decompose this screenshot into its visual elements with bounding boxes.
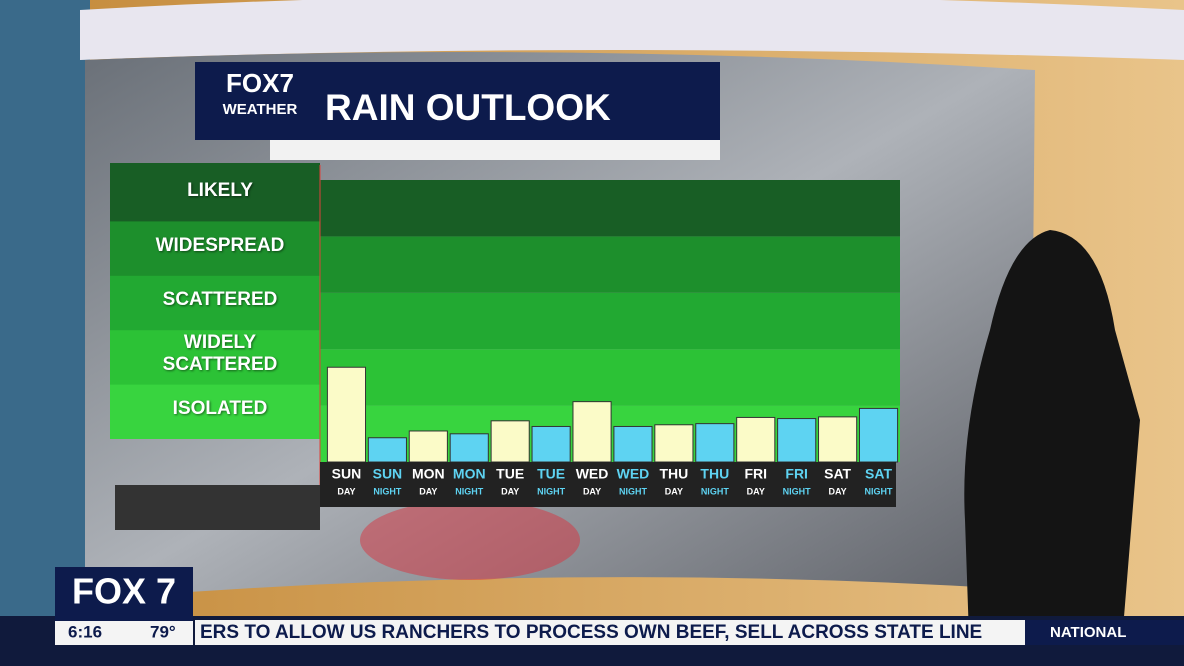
bug-station: FOX 7: [72, 571, 176, 612]
bar: [818, 416, 858, 463]
x-tick-period: DAY: [337, 486, 355, 496]
bar: [695, 423, 735, 463]
ticker-section-box: [1025, 620, 1184, 645]
level-band: [320, 236, 900, 293]
x-tick-period: DAY: [501, 486, 519, 496]
level-label-band: [110, 380, 320, 439]
y-tick-label: WIDELY SCATTERED: [120, 326, 320, 382]
x-tick-label: WED: [617, 466, 650, 482]
x-tick-period: NIGHT: [455, 486, 484, 496]
y-tick-label: ISOLATED: [120, 381, 320, 437]
x-tick-label: SAT: [865, 466, 892, 482]
x-tick-period: DAY: [583, 486, 601, 496]
level-band: [320, 349, 900, 406]
y-tick-text: SCATTERED: [162, 288, 278, 310]
screen-frame: [80, 0, 1184, 60]
bar: [777, 418, 817, 463]
bar: [449, 433, 489, 463]
x-tick-period: DAY: [665, 486, 683, 496]
bug-temp: 79°: [150, 622, 176, 641]
blur-light: [360, 500, 580, 580]
x-tick-label: THU: [700, 466, 729, 482]
level-band: [320, 292, 900, 350]
x-tick-period: DAY: [829, 486, 847, 496]
bar: [613, 425, 653, 463]
bar: [531, 425, 571, 463]
x-tick-label: TUE: [537, 466, 565, 482]
ticker-headline: ERS TO ALLOW US RANCHERS TO PROCESS OWN …: [200, 622, 982, 643]
x-tick-label: FRI: [744, 466, 767, 482]
level-label-band: [110, 271, 320, 331]
bar: [654, 424, 694, 463]
x-tick-label: THU: [660, 466, 689, 482]
x-tick-label: WED: [576, 466, 609, 482]
x-tick-period: DAY: [419, 486, 437, 496]
x-tick-period: NIGHT: [619, 486, 648, 496]
ticker-strip: [195, 620, 1025, 645]
x-tick-label: TUE: [496, 466, 524, 482]
x-tick-period: DAY: [747, 486, 765, 496]
logo-station: FOX7: [226, 68, 294, 98]
bar: [490, 420, 530, 463]
x-tick-period: NIGHT: [701, 486, 730, 496]
logo-tag: WEATHER: [223, 101, 298, 118]
bar: [736, 416, 776, 463]
x-tick-period: NIGHT: [537, 486, 566, 496]
bar: [367, 437, 407, 463]
city-backdrop: [0, 0, 90, 666]
ticker-section: NATIONAL: [1050, 624, 1126, 641]
y-tick-text: WIDELY SCATTERED: [162, 332, 278, 376]
level-label-band: [110, 217, 320, 276]
bug-info: [55, 621, 193, 645]
y-tick-text: WIDESPREAD: [155, 234, 285, 256]
x-tick-label: MON: [412, 466, 445, 482]
x-tick-label: MON: [453, 466, 486, 482]
bar: [408, 430, 448, 463]
title-underline: [270, 140, 720, 160]
x-tick-label: SAT: [824, 466, 851, 482]
level-label-band: [110, 163, 320, 222]
x-tick-label: SUN: [373, 466, 403, 482]
level-band: [320, 180, 900, 237]
bar: [326, 366, 367, 463]
y-tick-label: SCATTERED: [120, 272, 320, 328]
x-tick-period: NIGHT: [783, 486, 812, 496]
x-tick-label: FRI: [785, 466, 808, 482]
y-tick-label: WIDESPREAD: [120, 217, 320, 273]
bug-box: [55, 567, 193, 621]
label-panel-base: [115, 485, 320, 530]
x-tick-label: SUN: [332, 466, 362, 482]
bar: [572, 401, 612, 463]
level-label-band: [110, 326, 320, 385]
y-tick-text: ISOLATED: [172, 397, 268, 419]
y-tick-text: LIKELY: [187, 180, 253, 202]
presenter: [964, 230, 1140, 666]
y-tick-label: LIKELY: [120, 163, 320, 219]
x-tick-period: NIGHT: [865, 486, 894, 496]
bar: [858, 407, 899, 463]
x-tick-period: NIGHT: [373, 486, 402, 496]
chart-title: RAIN OUTLOOK: [325, 87, 611, 128]
bug-time: 6:16: [68, 622, 102, 641]
title-banner: [195, 62, 720, 140]
category-strip: [320, 462, 896, 507]
